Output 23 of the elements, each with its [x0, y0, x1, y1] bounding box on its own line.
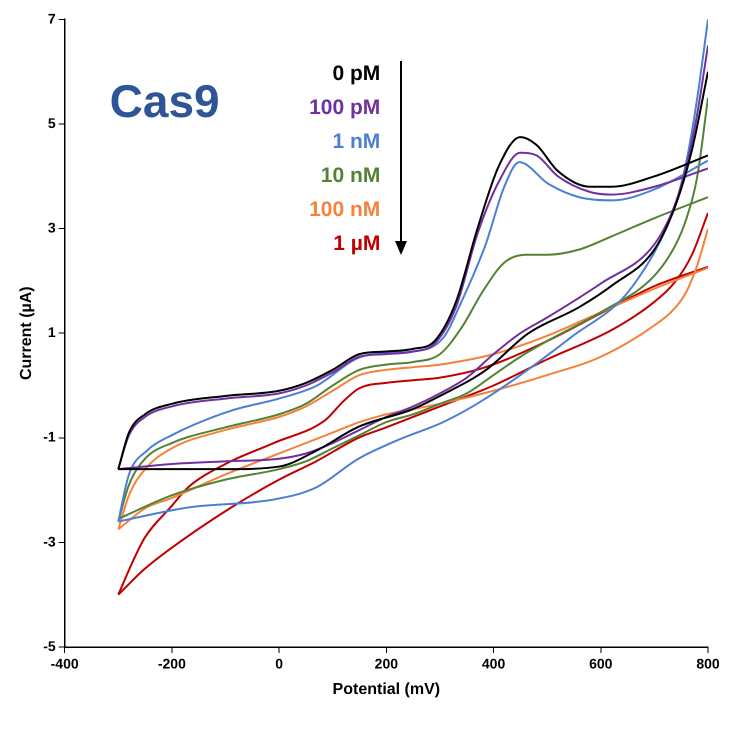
x-tick-label: -200 [158, 655, 186, 672]
y-tick-label: -3 [43, 533, 56, 550]
annotation: Cas9 [110, 74, 220, 128]
y-axis-title: Current (µA) [18, 286, 36, 380]
text: 100 nM [309, 197, 380, 224]
y-tick-label: 3 [48, 219, 56, 236]
text: 1 µM [333, 231, 380, 258]
text: 100 pM [309, 95, 380, 122]
text: 1 nM [332, 129, 380, 156]
y-tick-label: 1 [48, 324, 56, 340]
text: 10 nM [320, 163, 380, 190]
text: 0 pM [332, 61, 380, 88]
x-tick-label: 600 [589, 655, 613, 672]
x-tick-label: 0 [275, 655, 284, 672]
x-tick-label: 400 [482, 655, 506, 672]
y-tick-label: 7 [48, 10, 56, 26]
y-tick-label: -1 [43, 428, 56, 445]
x-tick-label: 200 [374, 655, 398, 672]
x-tick-label: 800 [696, 655, 720, 672]
x-tick-label: -400 [50, 655, 79, 672]
x-axis-title: Potential (mV) [332, 680, 440, 698]
y-tick-label: -5 [43, 638, 56, 654]
y-tick-label: 5 [48, 114, 56, 131]
